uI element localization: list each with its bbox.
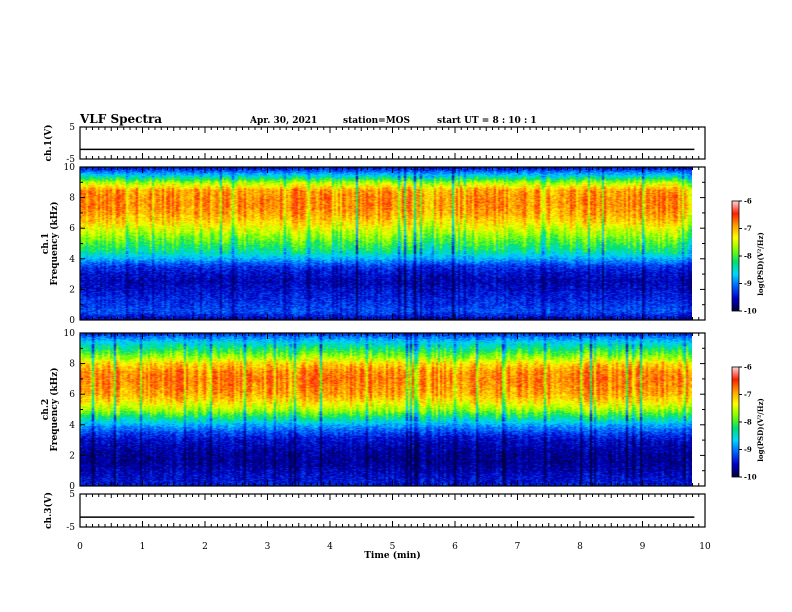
- x-tick-label: 10: [699, 542, 711, 552]
- y-tick-label: 8: [69, 194, 75, 204]
- colorbar-tick-label: -8: [744, 252, 752, 261]
- y-tick-label: 0: [69, 316, 75, 326]
- colorbar-tick-label: -8: [744, 418, 752, 427]
- figure-title: VLF Spectra: [79, 112, 162, 126]
- x-tick-label: 1: [140, 542, 146, 552]
- y-axis-label: ch.2: [41, 399, 51, 420]
- y-tick-label: 4: [69, 255, 75, 265]
- station-label: station=MOS: [343, 116, 410, 126]
- colorbar-tick-label: -9: [744, 279, 752, 288]
- ch1-spectrogram-image: [80, 167, 692, 320]
- date-label: Apr. 30, 2021: [249, 116, 317, 126]
- y-tick-label: 8: [69, 360, 75, 370]
- x-tick-label: 8: [577, 542, 583, 552]
- x-tick-label: 2: [202, 542, 208, 552]
- x-tick-label: 7: [515, 542, 521, 552]
- y-tick-label: 2: [69, 451, 75, 461]
- x-tick-label: 0: [77, 542, 83, 552]
- y-tick-label: 0: [69, 482, 75, 492]
- y-tick-label: 10: [64, 329, 76, 339]
- y-axis-label: ch.1(V): [43, 125, 54, 162]
- axis-ticks: [79, 126, 742, 528]
- y-tick-label: -5: [66, 155, 75, 165]
- x-tick-label: 4: [327, 542, 333, 552]
- x-tick-label: 5: [390, 542, 396, 552]
- y-axis-label: ch.3(V): [43, 492, 54, 529]
- colorbar-tick-label: -10: [744, 473, 757, 482]
- y-tick-label: 4: [69, 421, 75, 431]
- ch1-colorbar-image: [732, 201, 739, 311]
- colorbar-label: log(PSD)(V²/Hz): [756, 398, 765, 462]
- ch2-spectrogram-image: [80, 333, 692, 486]
- colorbar-tick-label: -10: [744, 307, 757, 316]
- y-axis-label: Frequency (kHz): [49, 367, 60, 451]
- x-tick-label: 3: [265, 542, 271, 552]
- y-tick-label: 6: [69, 390, 75, 400]
- y-axis-label: Frequency (kHz): [49, 201, 60, 285]
- y-axis-label: ch.1: [41, 233, 51, 254]
- start-time-label: start UT = 8 : 10 : 1: [437, 116, 537, 126]
- x-tick-label: 6: [452, 542, 458, 552]
- colorbar-tick-label: -7: [744, 390, 752, 399]
- x-axis-label: Time (min): [364, 550, 421, 561]
- y-tick-label: 2: [69, 285, 75, 295]
- ch2-colorbar-image: [732, 367, 739, 477]
- colorbar-tick-label: -6: [744, 197, 752, 206]
- colorbar-label: log(PSD)(V²/Hz): [756, 232, 765, 296]
- signal-lines: [80, 148, 695, 518]
- y-tick-label: -5: [66, 523, 75, 533]
- colorbar-tick-label: -6: [744, 363, 752, 372]
- y-tick-label: 5: [69, 490, 75, 500]
- y-tick-label: 6: [69, 224, 75, 234]
- y-tick-label: 5: [69, 123, 75, 133]
- x-tick-label: 9: [640, 542, 646, 552]
- colorbar-tick-label: -7: [744, 224, 752, 233]
- y-tick-label: 10: [64, 163, 76, 173]
- colorbar-tick-label: -9: [744, 445, 752, 454]
